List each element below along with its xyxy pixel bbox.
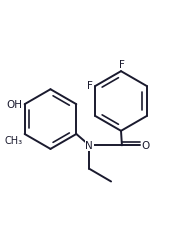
Text: F: F: [88, 81, 93, 91]
Text: OH: OH: [7, 100, 23, 110]
Text: N: N: [85, 141, 93, 151]
Text: CH₃: CH₃: [5, 135, 23, 145]
Text: O: O: [142, 141, 150, 151]
Text: F: F: [119, 60, 125, 70]
